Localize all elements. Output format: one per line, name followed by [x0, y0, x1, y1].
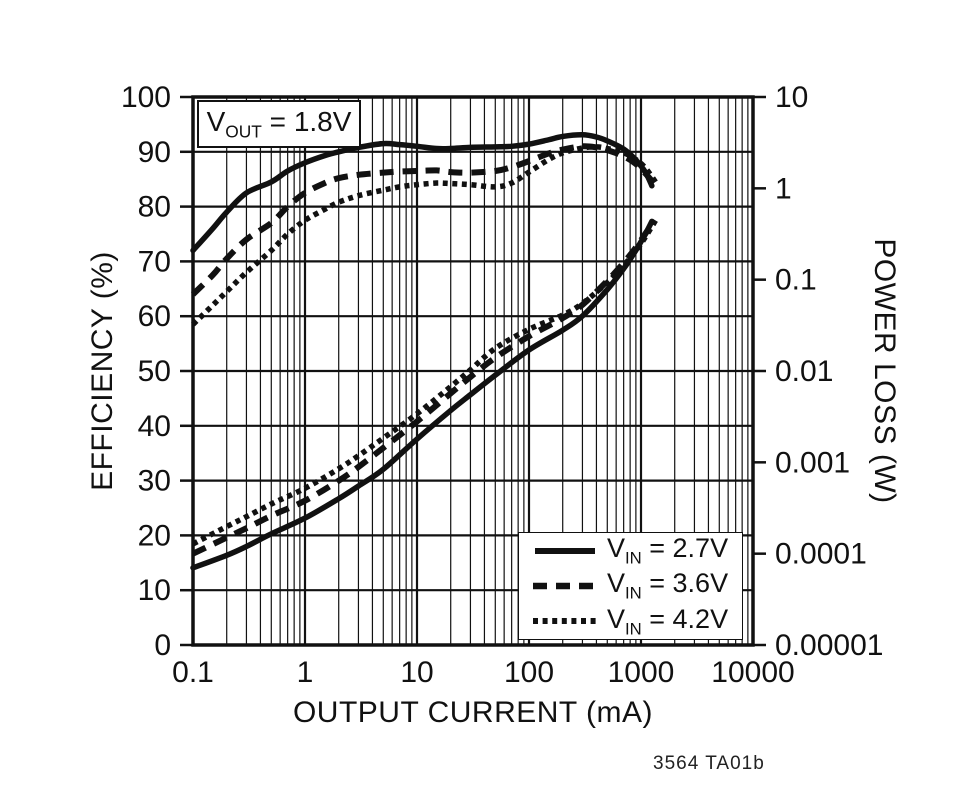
x-tick-label: 1	[297, 656, 314, 689]
legend-item-vin-4.2: VIN = 4.2V	[519, 604, 742, 638]
y-left-tick-label: 10	[138, 574, 171, 607]
vout-annotation: VOUT = 1.8V	[197, 100, 361, 148]
y-left-tick-label: 60	[138, 300, 171, 333]
y-left-tick-label: 70	[138, 245, 171, 278]
legend-item-vin-2.7: VIN = 2.7V	[519, 532, 742, 568]
y-left-tick-label: 20	[138, 519, 171, 552]
y-axis-title-left: EFFICIENCY (%)	[86, 251, 119, 491]
series-power-loss-vin-3p6	[191, 219, 657, 557]
y-right-tick-label: 0.00001	[775, 629, 883, 662]
y-right-tick-label: 0.001	[775, 446, 850, 479]
y-left-tick-label: 50	[138, 355, 171, 388]
x-tick-label: 10000	[711, 656, 794, 689]
plot-border	[191, 95, 755, 647]
legend-swatch-dotted-icon	[533, 618, 599, 625]
x-tick-label: 100	[504, 656, 554, 689]
y-left-tick-label: 30	[138, 465, 171, 498]
series-efficiency-vin-4p2	[191, 144, 660, 327]
y-right-tick-label: 0.01	[775, 355, 833, 388]
y-left-tick-label: 80	[138, 191, 171, 224]
legend-label: VIN = 4.2V	[607, 603, 729, 639]
y-right-tick-label: 1	[775, 172, 792, 205]
y-axis-title-right: POWER LOSS (W)	[868, 238, 901, 504]
x-tick-label: 1000	[608, 656, 675, 689]
y-right-tick-label: 0.0001	[775, 538, 867, 571]
series-power-loss-vin-4p2	[191, 216, 660, 547]
y-left-tick-label: 0	[154, 629, 171, 662]
y-right-tick-label: 0.1	[775, 264, 817, 297]
x-tick-label: 0.1	[172, 656, 214, 689]
legend-label: VIN = 3.6V	[607, 568, 729, 603]
y-right-tick-label: 10	[775, 81, 808, 114]
y-left-tick-label: 90	[138, 136, 171, 169]
y-left-tick-label: 40	[138, 410, 171, 443]
vout-annotation-text: VOUT = 1.8V	[206, 105, 352, 142]
series-efficiency-vin-2p7	[190, 132, 655, 254]
series-efficiency-vin-3p6	[190, 143, 657, 297]
legend-swatch-dashed-icon	[533, 582, 599, 590]
legend: VIN = 2.7V VIN = 3.6V VIN = 4.2V	[518, 532, 743, 640]
legend-swatch-solid-icon	[535, 547, 595, 554]
legend-item-vin-3.6: VIN = 3.6V	[519, 568, 742, 603]
x-tick-label: 10	[400, 656, 433, 689]
legend-label: VIN = 2.7V	[607, 532, 729, 568]
figure-caption: 3564 TA01b	[653, 753, 765, 774]
y-left-tick-label: 100	[121, 81, 171, 114]
x-axis-title: OUTPUT CURRENT (mA)	[292, 696, 654, 729]
